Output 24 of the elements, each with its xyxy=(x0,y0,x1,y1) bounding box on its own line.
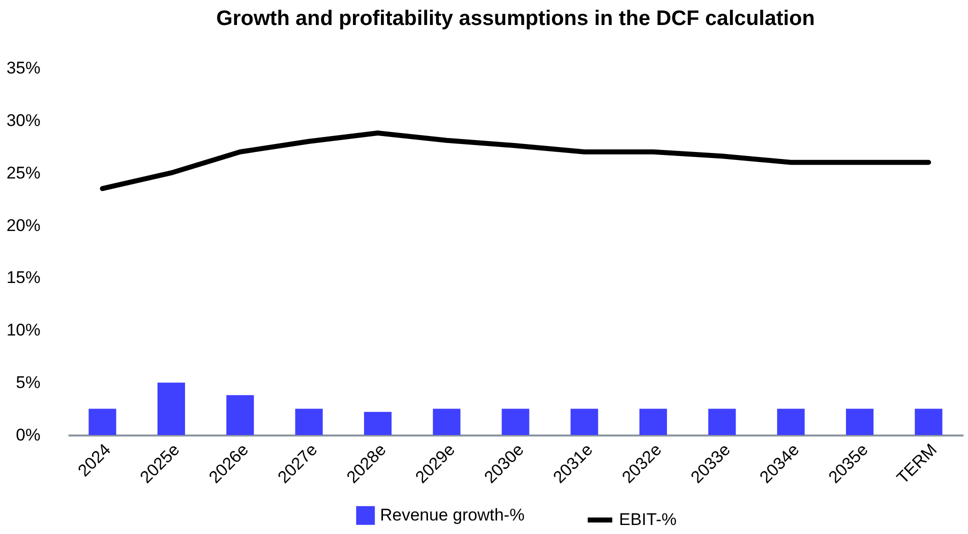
bar xyxy=(432,408,460,435)
y-tick-label: 10% xyxy=(6,320,40,340)
bar xyxy=(295,408,323,435)
y-tick-label: 5% xyxy=(16,373,40,392)
chart-title: Growth and profitability assumptions in the DCF calculation xyxy=(216,7,815,30)
y-tick-label: 25% xyxy=(6,163,40,182)
bar xyxy=(914,408,942,435)
y-tick-label: 20% xyxy=(6,216,40,235)
bar xyxy=(639,408,667,435)
legend-label: Revenue growth-% xyxy=(380,506,525,524)
y-tick-label: 30% xyxy=(6,110,40,130)
bar xyxy=(364,412,392,435)
y-tick-label: 35% xyxy=(6,58,40,78)
bar xyxy=(158,382,186,435)
bar xyxy=(226,395,254,435)
bar xyxy=(502,408,530,435)
y-tick-label: 15% xyxy=(6,268,40,288)
bar xyxy=(88,408,116,435)
legend-label: EBIT-% xyxy=(619,510,677,529)
bar xyxy=(846,408,874,435)
bar xyxy=(708,408,736,435)
bar xyxy=(777,408,805,435)
bar xyxy=(570,408,598,435)
y-tick-label: 0% xyxy=(16,426,40,444)
